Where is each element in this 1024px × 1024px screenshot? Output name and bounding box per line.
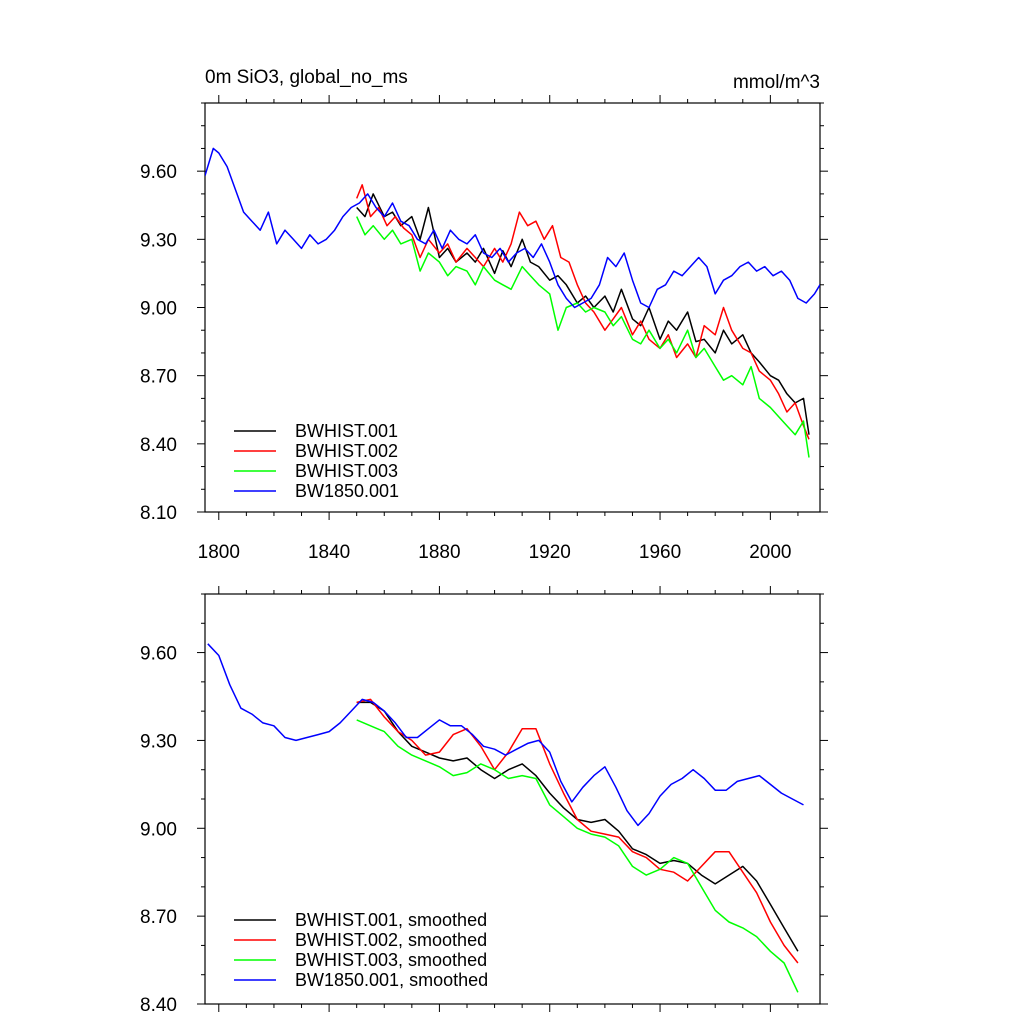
series-line-3 <box>205 147 820 309</box>
x-tick-label: 2000 <box>749 542 791 563</box>
y-tick-label: 8.70 <box>140 367 177 388</box>
series-line-1 <box>356 184 810 440</box>
y-tick-label: 8.40 <box>140 995 177 1016</box>
y-tick-label: 8.70 <box>140 907 177 928</box>
series-line-2 <box>356 719 799 993</box>
series-group <box>207 643 804 993</box>
legend-entry: BWHIST.001 <box>295 421 398 441</box>
series-line-1 <box>356 698 799 964</box>
x-tick-label: 1960 <box>639 542 681 563</box>
x-tick-label: 1920 <box>529 542 571 563</box>
legend-entry: BWHIST.002, smoothed <box>295 930 487 950</box>
series-line-0 <box>356 193 810 435</box>
chart-title: 0m SiO3, global_no_ms <box>205 67 408 88</box>
x-tick-label: 1880 <box>418 542 460 563</box>
y-tick-label: 9.30 <box>140 230 177 251</box>
series-group <box>205 147 820 458</box>
legend-entry: BW1850.001 <box>295 481 399 501</box>
x-tick-label: 1800 <box>198 542 240 563</box>
y-tick-label: 8.10 <box>140 503 177 524</box>
legend-entry: BW1850.001, smoothed <box>295 970 488 990</box>
legend-entry: BWHIST.002 <box>295 441 398 461</box>
x-tick-label: 1840 <box>308 542 350 563</box>
y-tick-label: 9.60 <box>140 162 177 183</box>
y-tick-label: 9.30 <box>140 731 177 752</box>
series-line-2 <box>356 216 810 458</box>
series-line-3 <box>207 643 804 827</box>
top-panel: 1800 1840 1880 1920 1960 2000 8.10 8.40 8.70 9.00… <box>140 67 828 563</box>
units-label: mmol/m^3 <box>733 72 820 93</box>
y-tick-label: 9.00 <box>140 819 177 840</box>
legend-entry: BWHIST.003 <box>295 461 398 481</box>
y-tick-label: 8.40 <box>140 435 177 456</box>
y-tick-label: 9.00 <box>140 299 177 320</box>
legend-entry: BWHIST.001, smoothed <box>295 910 487 930</box>
y-tick-label: 9.60 <box>140 644 177 665</box>
bottom-panel: 8.40 8.70 9.00 9.30 9.60 BWHIST.001, smoothed… <box>140 586 828 1016</box>
legend-entry: BWHIST.003, smoothed <box>295 950 487 970</box>
